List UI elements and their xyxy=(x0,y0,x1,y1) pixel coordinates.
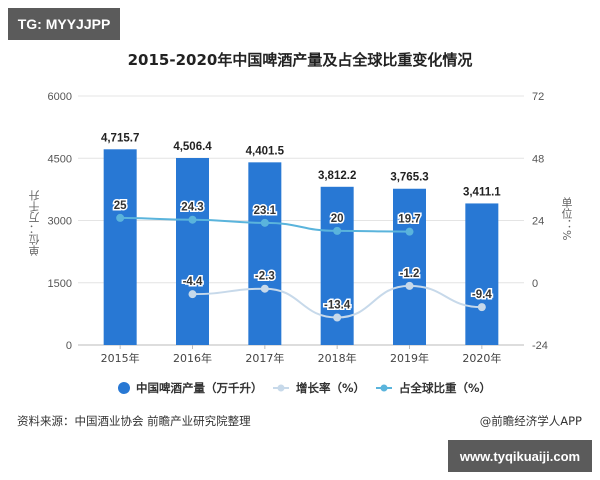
global-share-value-label: 25 xyxy=(114,200,127,212)
y2-axis-title: 单位：% xyxy=(560,197,573,241)
x-tick-label: 2019年 xyxy=(390,351,429,365)
bar-value-label: 3,765.3 xyxy=(390,172,428,184)
y2-tick-label: 48 xyxy=(532,153,544,165)
global-share-point xyxy=(188,215,197,224)
growth-rate-point xyxy=(405,281,414,290)
x-tick-label: 2020年 xyxy=(462,351,501,365)
global-share-point xyxy=(260,218,269,227)
y-tick-label: 6000 xyxy=(48,91,72,103)
bar-value-label: 3,411.1 xyxy=(463,186,501,198)
y-tick-label: 0 xyxy=(66,340,72,352)
global-share-point xyxy=(116,213,125,222)
bar xyxy=(176,157,209,345)
bar xyxy=(248,162,282,345)
legend-share-point-icon xyxy=(380,384,388,392)
global-share-value-label: 19.7 xyxy=(398,214,420,226)
y-tick-label: 1500 xyxy=(48,278,72,290)
y-axis-title: 单位：万千升 xyxy=(28,190,41,256)
y2-tick-label: 24 xyxy=(532,216,544,228)
legend-bar-icon xyxy=(118,382,130,394)
watermark-tag-bottom: www.tyqikuaiji.com xyxy=(448,440,592,472)
growth-rate-value-label: -1.2 xyxy=(400,268,420,280)
x-tick-label: 2016年 xyxy=(173,351,212,365)
legend-growth-point-icon xyxy=(277,384,285,392)
global-share-point xyxy=(405,227,414,236)
global-share-point xyxy=(333,226,342,235)
growth-rate-point xyxy=(333,313,342,322)
x-tick-label: 2018年 xyxy=(318,351,357,365)
legend-bar-label: 中国啤酒产量（万千升） xyxy=(136,381,263,395)
global-share-value-label: 20 xyxy=(331,213,344,225)
growth-rate-value-label: -4.4 xyxy=(183,276,203,288)
bar-value-label: 3,812.2 xyxy=(318,170,356,182)
y2-tick-label: 72 xyxy=(532,91,544,103)
credit-note: @前瞻经济学人APP xyxy=(479,414,582,428)
growth-rate-value-label: -9.4 xyxy=(472,289,492,301)
bar xyxy=(465,203,499,345)
y-tick-label: 4500 xyxy=(48,153,72,165)
x-tick-label: 2017年 xyxy=(245,351,284,365)
bar-value-label: 4,506.4 xyxy=(173,141,212,153)
bar xyxy=(393,188,426,345)
growth-rate-value-label: -2.3 xyxy=(255,271,275,283)
growth-rate-point xyxy=(477,303,486,312)
legend-share-label: 占全球比重（%） xyxy=(399,381,491,395)
growth-rate-value-label: -13.4 xyxy=(324,300,351,312)
source-note: 资料来源：中国酒业协会 前瞻产业研究院整理 xyxy=(17,414,251,428)
y-tick-label: 3000 xyxy=(48,216,72,228)
global-share-value-label: 23.1 xyxy=(254,205,277,217)
bar-value-label: 4,401.5 xyxy=(246,145,285,157)
global-share-value-label: 24.3 xyxy=(181,202,203,214)
y2-tick-label: -24 xyxy=(532,340,548,352)
watermark-tag-top: TG: MYYJJPP xyxy=(8,8,120,40)
growth-rate-point xyxy=(188,290,197,299)
chart-title: 2015-2020年中国啤酒产量及占全球比重变化情况 xyxy=(127,51,473,69)
y2-tick-label: 0 xyxy=(532,278,538,290)
bar xyxy=(103,149,137,345)
legend-growth-label: 增长率（%） xyxy=(296,381,365,395)
bar-value-label: 4,715.7 xyxy=(101,132,139,144)
growth-rate-point xyxy=(260,284,269,293)
x-tick-label: 2015年 xyxy=(101,351,140,365)
